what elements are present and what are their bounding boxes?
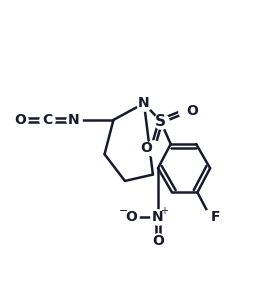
Text: N: N <box>68 113 80 127</box>
Text: +: + <box>160 207 168 216</box>
Text: O: O <box>140 141 152 155</box>
Text: O: O <box>186 104 198 118</box>
Text: F: F <box>211 209 220 224</box>
Text: N: N <box>152 209 164 224</box>
Text: S: S <box>155 114 166 129</box>
Text: O: O <box>14 113 26 127</box>
Text: O: O <box>152 234 164 248</box>
Text: N: N <box>138 96 150 110</box>
Text: C: C <box>42 113 53 127</box>
Text: −: − <box>119 207 128 216</box>
Text: O: O <box>125 209 137 224</box>
